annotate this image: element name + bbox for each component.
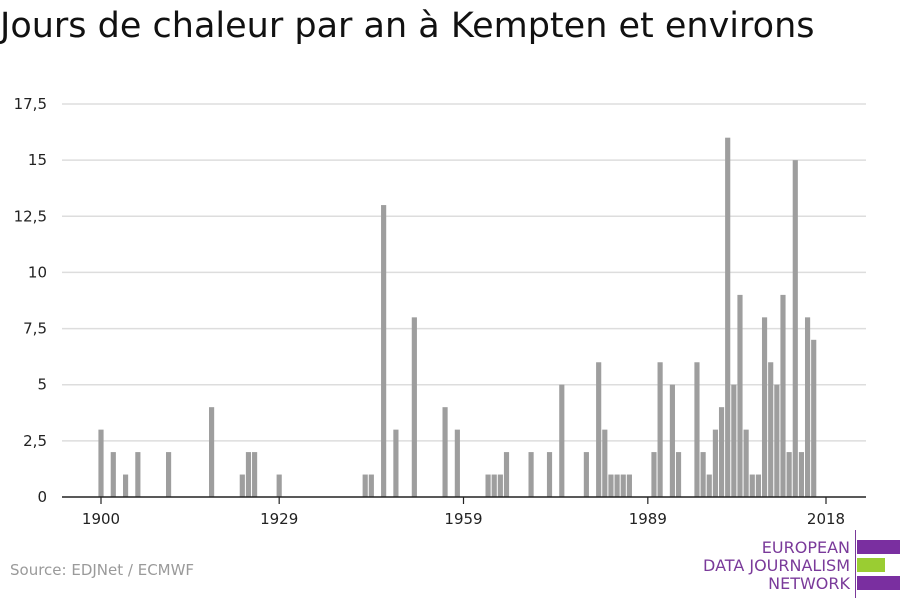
y-tick-label: 10 xyxy=(28,263,47,281)
bar-2007 xyxy=(755,474,761,497)
logo-separator xyxy=(855,530,856,598)
bar-1906 xyxy=(135,452,141,497)
bar-2015 xyxy=(804,317,811,497)
bar-1904 xyxy=(123,474,129,497)
bar-1970 xyxy=(528,452,534,497)
y-axis-labels: 0 2,5 5 7,5 10 12,5 15 17,5 xyxy=(14,95,47,506)
bar-2013 xyxy=(792,160,798,497)
bar-1966 xyxy=(503,452,510,497)
x-tick-label: 2018 xyxy=(807,510,845,528)
bar-1986 xyxy=(626,474,632,497)
bar-1991 xyxy=(657,362,663,497)
bar-2003 xyxy=(731,384,737,497)
logo-stripe-purple-top xyxy=(857,540,900,554)
bar-1983 xyxy=(608,474,614,497)
bar-1985 xyxy=(620,474,626,497)
logo-line-1: EUROPEAN xyxy=(761,538,850,557)
logo-line-2: DATA JOURNALISM xyxy=(703,556,850,575)
bar-1951 xyxy=(411,317,417,497)
bar-1963 xyxy=(485,474,491,497)
bar-1924 xyxy=(245,452,252,497)
bar-1923 xyxy=(239,474,245,497)
x-tick-label: 1900 xyxy=(82,510,120,528)
y-tick-label: 15 xyxy=(28,151,47,169)
x-tick-label: 1989 xyxy=(629,510,667,528)
bar-1948 xyxy=(393,429,399,497)
bar-1918 xyxy=(209,407,215,497)
bar-1975 xyxy=(559,384,565,497)
bar-2012 xyxy=(786,452,792,497)
bar-1943 xyxy=(362,474,368,497)
gridlines xyxy=(62,103,866,442)
bar-1929 xyxy=(276,474,282,497)
bar-2005 xyxy=(743,429,749,497)
bars xyxy=(98,137,817,497)
bar-2010 xyxy=(774,384,780,497)
y-tick-label: 0 xyxy=(37,488,47,506)
y-tick-label: 7,5 xyxy=(23,320,47,338)
x-tick-label: 1929 xyxy=(260,510,298,528)
y-tick-label: 5 xyxy=(37,376,47,394)
bar-1981 xyxy=(596,362,602,497)
bar-1911 xyxy=(166,452,172,497)
bar-1958 xyxy=(454,429,460,497)
bar-1965 xyxy=(497,474,503,497)
bar-2001 xyxy=(718,407,725,497)
bar-1979 xyxy=(583,452,589,497)
bar-1946 xyxy=(381,205,387,497)
bar-2006 xyxy=(749,474,755,497)
edjnet-logo: EUROPEAN DATA JOURNALISM NETWORK xyxy=(700,530,900,600)
bar-1964 xyxy=(491,474,497,497)
bar-1902 xyxy=(110,452,116,497)
chart-title: Jours de chaleur par an à Kempten et env… xyxy=(0,6,815,46)
bar-1944 xyxy=(368,474,374,497)
bar-chart: 0 2,5 5 7,5 10 12,5 15 17,5 1900 1929 1959 1989 201… xyxy=(14,95,866,528)
source-note: Source: EDJNet / ECMWF xyxy=(10,561,195,579)
bar-1925 xyxy=(252,452,258,497)
bar-2008 xyxy=(761,317,768,497)
bar-1998 xyxy=(700,452,706,497)
bar-2014 xyxy=(798,452,804,497)
bar-2000 xyxy=(712,429,718,497)
bar-1900 xyxy=(98,429,104,497)
bar-2016 xyxy=(811,339,817,497)
bar-1956 xyxy=(442,407,448,497)
x-axis-ticks: 1900 1929 1959 1989 2018 xyxy=(82,497,845,528)
bar-1993 xyxy=(669,384,675,497)
bar-2011 xyxy=(780,294,786,497)
bar-1999 xyxy=(706,474,712,497)
bar-1973 xyxy=(546,452,553,497)
bar-1984 xyxy=(614,474,620,497)
logo-line-3: NETWORK xyxy=(768,574,850,593)
bar-2002 xyxy=(725,137,731,497)
logo-stripe-purple-bottom xyxy=(857,576,900,590)
y-tick-label: 17,5 xyxy=(14,95,47,113)
bar-1997 xyxy=(694,362,700,497)
logo-stripe-green xyxy=(857,558,885,572)
bar-2004 xyxy=(737,294,743,497)
bar-1994 xyxy=(675,452,682,497)
x-tick-label: 1959 xyxy=(444,510,482,528)
bar-1982 xyxy=(602,429,608,497)
bar-2009 xyxy=(768,362,774,497)
y-tick-label: 12,5 xyxy=(14,207,47,225)
y-tick-label: 2,5 xyxy=(23,432,47,450)
bar-1990 xyxy=(651,452,657,497)
